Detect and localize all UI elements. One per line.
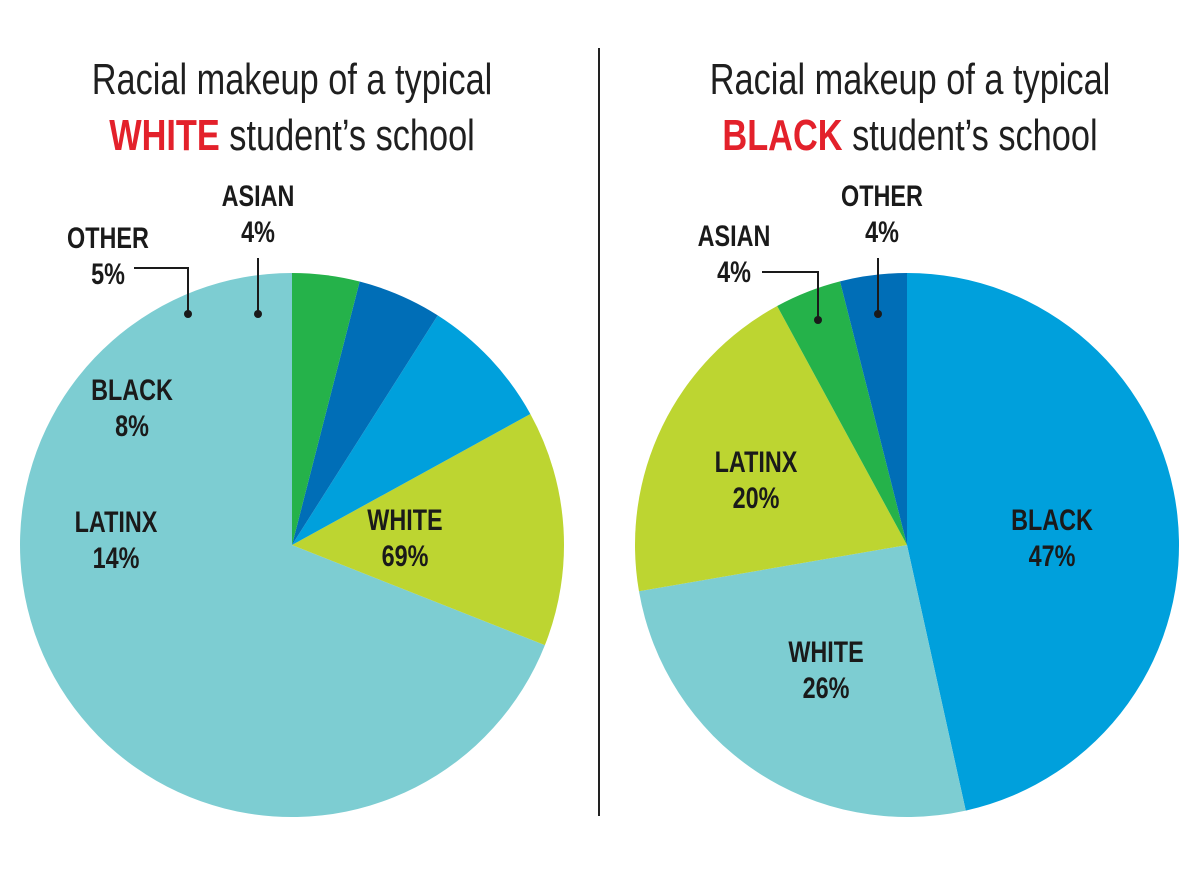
pie-left-slice-other (292, 281, 438, 545)
pie-left-label-other: OTHER (67, 221, 149, 254)
pie-left-value-latinx: 14% (93, 541, 140, 574)
pie-left-slice-white (20, 273, 545, 817)
chart-title-left-line2: WHITE student’s school (58, 108, 526, 164)
pie-left-value-black: 8% (115, 409, 149, 442)
pie-left-label-latinx: LATINX (75, 505, 158, 538)
pie-right-value-white: 26% (803, 671, 850, 704)
pie-left-leader-dot-asian (254, 310, 262, 318)
pie-left-label-white: WHITE (367, 503, 442, 536)
pie-left-label-asian: ASIAN (222, 179, 295, 212)
pie-right-value-latinx: 20% (733, 481, 780, 514)
pie-right-slice-asian (777, 281, 907, 545)
pie-right-slice-latinx (634, 306, 907, 592)
pie-right-label-black: BLACK (1011, 503, 1093, 536)
pie-right-leader-asian (762, 271, 819, 320)
pie-left-value-asian: 4% (241, 215, 275, 248)
chart-title-left: Racial makeup of a typical WHITE student… (58, 52, 526, 164)
pie-right-leader-dot-other (874, 310, 882, 318)
pie-left-label-black: BLACK (91, 373, 173, 406)
pie-right-slice-other (840, 273, 907, 545)
pie-right-leader-dot-asian (814, 316, 822, 324)
pie-right-value-black: 47% (1029, 539, 1076, 572)
chart-title-right-emphasis: BLACK (722, 111, 843, 160)
pie-left-value-white: 69% (382, 539, 429, 572)
chart-title-left-emphasis: WHITE (109, 111, 220, 160)
pie-left-value-other: 5% (91, 257, 125, 290)
pie-right-slice-black (907, 273, 1180, 811)
pie-right-value-asian: 4% (717, 255, 751, 288)
pie-right-label-white: WHITE (788, 635, 863, 668)
chart-title-right-line1: Racial makeup of a typical (709, 55, 1111, 104)
chart-title-left-rest: student’s school (219, 111, 475, 160)
pie-right-value-other: 4% (865, 215, 899, 248)
pie-left-slice-asian (292, 273, 360, 545)
pie-right-slice-white (638, 545, 966, 818)
chart-title-right: Racial makeup of a typical BLACK student… (676, 52, 1144, 164)
pie-left-slice-latinx (292, 413, 565, 646)
pie-left-leader-dot-other (184, 310, 192, 318)
pie-right-label-latinx: LATINX (715, 445, 798, 478)
chart-title-left-line1: Racial makeup of a typical (91, 55, 493, 104)
center-divider (598, 48, 600, 816)
pie-right-label-asian: ASIAN (698, 219, 771, 252)
chart-title-right-line2: BLACK student’s school (676, 108, 1144, 164)
pie-right-label-other: OTHER (841, 179, 923, 212)
chart-title-right-rest: student’s school (842, 111, 1098, 160)
pie-left-slice-black (292, 315, 531, 545)
pie-left-leader-other (134, 267, 189, 314)
